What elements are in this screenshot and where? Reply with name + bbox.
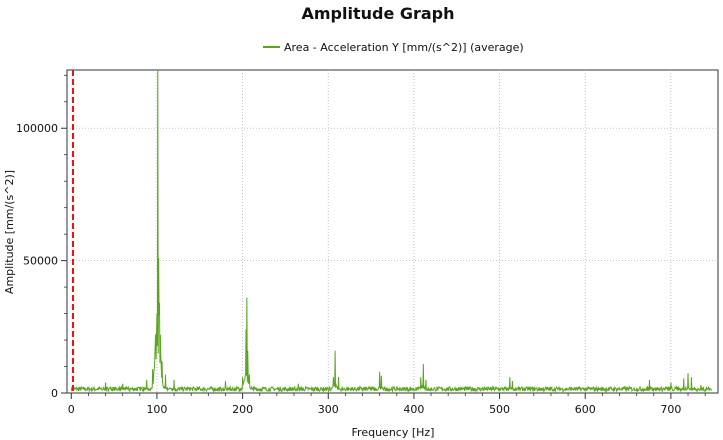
plot-area xyxy=(66,69,719,394)
x-axis-label: Frequency [Hz] xyxy=(352,426,435,439)
y-tick-label: 100000 xyxy=(16,122,58,135)
x-tick-label: 600 xyxy=(575,403,596,416)
chart-title: Amplitude Graph xyxy=(301,4,454,23)
grid xyxy=(67,70,718,393)
x-tick-label: 100 xyxy=(146,403,167,416)
y-axis-label: Amplitude [mm/(s^2)] xyxy=(3,170,16,294)
y-tick-label: 50000 xyxy=(23,255,58,268)
x-tick-label: 500 xyxy=(489,403,510,416)
x-tick-label: 400 xyxy=(403,403,424,416)
y-tick-label: 0 xyxy=(51,387,58,400)
x-tick-label: 300 xyxy=(318,403,339,416)
x-tick-label: 200 xyxy=(232,403,253,416)
legend: Area - Acceleration Y [mm/(s^2)] (averag… xyxy=(263,41,524,54)
x-tick-label: 0 xyxy=(68,403,75,416)
legend-label: Area - Acceleration Y [mm/(s^2)] (averag… xyxy=(284,41,524,54)
series-line xyxy=(70,69,713,394)
axes: 0 100 200 300 400 500 600 700 0 50000 100000 xyxy=(16,74,706,416)
x-tick-label: 700 xyxy=(660,403,681,416)
series-layer xyxy=(70,69,713,394)
